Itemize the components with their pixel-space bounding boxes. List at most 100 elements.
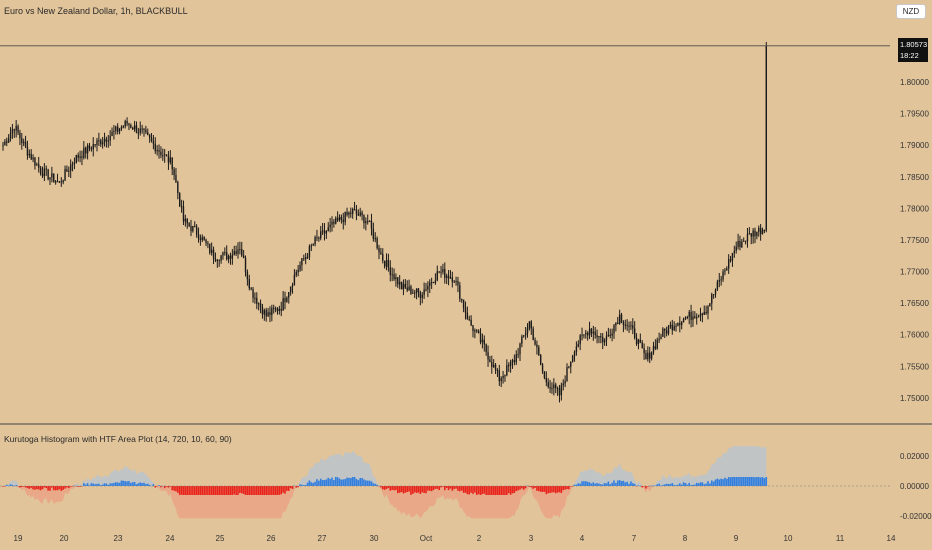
histogram-bar [101, 484, 104, 486]
candle-body [184, 218, 187, 222]
histogram-bar [598, 483, 600, 486]
candle-body [545, 377, 548, 383]
histogram-bar [325, 479, 328, 486]
histogram-bar [163, 486, 166, 489]
histogram-bar [188, 486, 190, 495]
histogram-bar [308, 480, 311, 486]
candle-body [688, 312, 690, 318]
time-tick-label: 3 [529, 534, 534, 543]
histogram-bar [464, 486, 467, 493]
histogram-bar [15, 485, 17, 486]
histogram-bar [556, 486, 559, 493]
histogram-bar [186, 486, 189, 495]
candle-body [600, 336, 602, 338]
histogram-bar [34, 486, 36, 490]
histogram-bar [120, 480, 123, 486]
candle-body [226, 252, 228, 260]
histogram-bar [289, 486, 292, 489]
histogram-bar [459, 486, 461, 492]
indicator-title[interactable]: Kurutoga Histogram with HTF Area Plot (1… [4, 434, 232, 444]
price-tick-label: 1.78500 [900, 173, 929, 182]
histogram-bar [254, 486, 256, 495]
histogram-bar [600, 484, 602, 486]
currency-button[interactable]: NZD [896, 4, 926, 19]
candle-body [15, 126, 17, 131]
candle-body [466, 312, 469, 320]
histogram-bar [383, 486, 386, 490]
histogram-bar [316, 479, 318, 486]
candle-body [224, 252, 226, 254]
price-tick-label: 1.79500 [900, 110, 929, 119]
candle-body [509, 361, 512, 366]
bar-countdown-label: 18:22 [900, 51, 919, 60]
histogram-bar [650, 485, 653, 486]
time-tick-label: 30 [370, 534, 379, 543]
candle-body [654, 346, 657, 349]
candle-body [752, 230, 754, 237]
price-tick-label: 1.77500 [900, 236, 929, 245]
histogram-bar [507, 486, 510, 494]
histogram-bar [99, 485, 102, 486]
candle-body [404, 283, 407, 288]
histogram-bar [73, 485, 76, 487]
candle-body [414, 292, 416, 294]
histogram-bar [663, 484, 666, 486]
time-tick-label: 25 [216, 534, 225, 543]
indicator-tick-label: -0.02000 [900, 512, 932, 521]
candle-body [726, 268, 728, 271]
candle-body [229, 255, 232, 259]
candle-body [152, 141, 155, 144]
histogram-bar [679, 483, 681, 486]
candle-body [218, 259, 220, 261]
histogram-bar [39, 486, 42, 491]
candle-body [241, 248, 243, 256]
candle-body [438, 271, 440, 273]
histogram-bar [445, 486, 448, 488]
candle-body [263, 310, 266, 315]
histogram-bar [492, 486, 495, 495]
candle-body [549, 387, 551, 389]
candlestick-series [2, 41, 767, 403]
histogram-bar [677, 484, 679, 486]
candle-body [412, 292, 414, 294]
candle-body [487, 352, 489, 360]
candle-body [430, 282, 433, 284]
candle-body [560, 385, 563, 396]
histogram-bar [430, 486, 433, 492]
time-tick-label: 2 [477, 534, 482, 543]
candle-body [398, 282, 401, 285]
candle-body [564, 381, 566, 384]
histogram-bar [404, 486, 407, 493]
histogram-bar [43, 486, 46, 488]
histogram-bar [741, 477, 743, 486]
histogram-bar [239, 486, 241, 494]
candle-body [547, 382, 549, 388]
candle-body [680, 322, 683, 325]
candle-body [273, 307, 275, 309]
candle-body [199, 238, 202, 240]
candle-body [551, 388, 553, 390]
histogram-bar [286, 486, 288, 491]
candle-body [327, 227, 329, 232]
histogram-bar [513, 486, 516, 493]
histogram-bar [526, 485, 529, 487]
candle-body [635, 338, 638, 344]
histogram-bar [680, 484, 683, 486]
histogram-bar [752, 477, 754, 486]
candle-body [664, 328, 666, 331]
candle-body [667, 326, 670, 334]
candle-body [86, 145, 89, 154]
candle-body [622, 322, 625, 325]
histogram-bar [145, 483, 147, 486]
histogram-bar [586, 481, 589, 486]
histogram-bar [547, 486, 549, 494]
candle-body [188, 223, 190, 227]
candle-body [425, 289, 427, 291]
candle-body [543, 371, 546, 378]
candle-body [248, 279, 250, 289]
histogram-bar [205, 486, 207, 495]
histogram-bar [126, 481, 128, 486]
candle-body [85, 147, 87, 154]
candle-body [105, 138, 108, 142]
